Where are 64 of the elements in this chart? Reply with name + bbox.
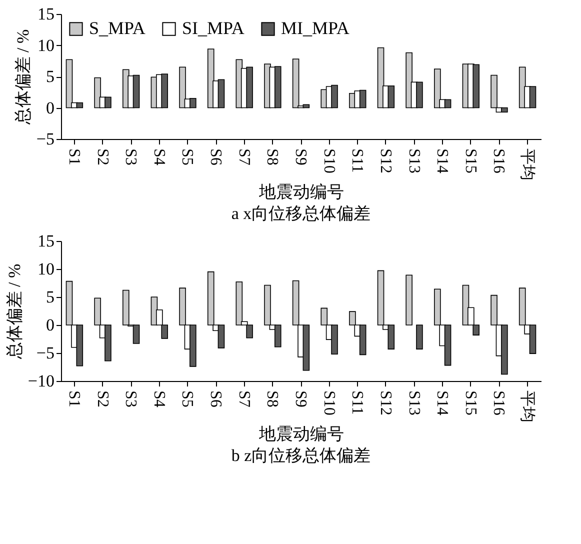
x-tick-label: S14 <box>434 390 451 416</box>
bar <box>406 274 412 326</box>
x-tick-label: S4 <box>150 148 168 166</box>
x-tick-label: 平均 <box>518 148 536 180</box>
bar <box>406 52 412 108</box>
x-tick-label: S13 <box>405 148 422 174</box>
y-tick-label: 15 <box>38 4 54 24</box>
y-tick-label: −5 <box>36 130 54 148</box>
x-axis-title: 地震动编号 <box>258 182 344 202</box>
y-axis-title: 总体偏差 / % <box>13 29 32 126</box>
x-tick-label: S9 <box>292 148 309 166</box>
bar <box>490 74 498 108</box>
bar <box>179 66 186 108</box>
x-tick-label: S11 <box>348 390 366 415</box>
bar <box>66 59 73 108</box>
bar <box>416 324 423 350</box>
bar <box>434 68 441 108</box>
x-tick-label: S8 <box>264 148 281 166</box>
legend-label: MI_MPA <box>281 18 350 38</box>
y-tick-label: −10 <box>28 372 54 390</box>
x-tick-label: S5 <box>178 148 196 166</box>
legend-label: SI_MPA <box>182 18 244 38</box>
bar <box>94 77 101 108</box>
x-tick-label: S6 <box>207 148 224 166</box>
text: a x向位移总体偏差 <box>231 204 371 223</box>
x-tick-label: S2 <box>94 390 111 408</box>
x-tick-label: S7 <box>235 390 252 408</box>
y-tick-label: −5 <box>36 344 54 362</box>
x-tick-label: S12 <box>376 148 394 174</box>
x-tick-label: S1 <box>65 390 82 408</box>
y-tick-label: 0 <box>46 98 54 118</box>
x-tick-label: S13 <box>405 390 422 416</box>
x-tick-label: S8 <box>264 390 281 408</box>
x-tick-label: S3 <box>122 390 140 408</box>
x-tick-label: 平均 <box>518 390 536 422</box>
legend-label: S_MPA <box>89 18 146 38</box>
x-axis-title: 地震动编号 <box>258 424 344 444</box>
x-tick-label: S11 <box>348 148 366 173</box>
x-tick-label: S10 <box>320 148 338 174</box>
x-tick-label: S7 <box>235 148 252 166</box>
x-tick-label: S2 <box>94 148 111 166</box>
bar <box>292 58 300 108</box>
x-tick-label: S1 <box>65 148 82 166</box>
x-tick-label: S14 <box>434 148 451 174</box>
x-tick-label: S15 <box>462 390 479 416</box>
x-tick-label: S3 <box>122 148 140 166</box>
y-tick-label: 5 <box>46 67 54 86</box>
y-tick-label: 10 <box>38 36 54 55</box>
y-axis-title: 总体偏差 / % <box>4 264 24 360</box>
text: b z向位移总体偏差 <box>231 446 371 465</box>
x-tick-label: S16 <box>490 390 508 416</box>
y-tick-label: 0 <box>46 316 54 334</box>
x-tick-label: S10 <box>320 390 338 416</box>
x-tick-label: S4 <box>150 390 168 408</box>
x-tick-label: S6 <box>207 390 224 408</box>
x-tick-label: S5 <box>178 390 196 408</box>
y-tick-label: 5 <box>46 288 54 306</box>
y-tick-label: 10 <box>38 260 54 278</box>
bar <box>122 290 130 326</box>
y-tick-label: 15 <box>38 232 54 250</box>
x-tick-label: S15 <box>462 148 479 174</box>
x-tick-label: S9 <box>292 390 309 408</box>
x-tick-label: S12 <box>376 390 394 416</box>
x-tick-label: S16 <box>490 148 508 174</box>
